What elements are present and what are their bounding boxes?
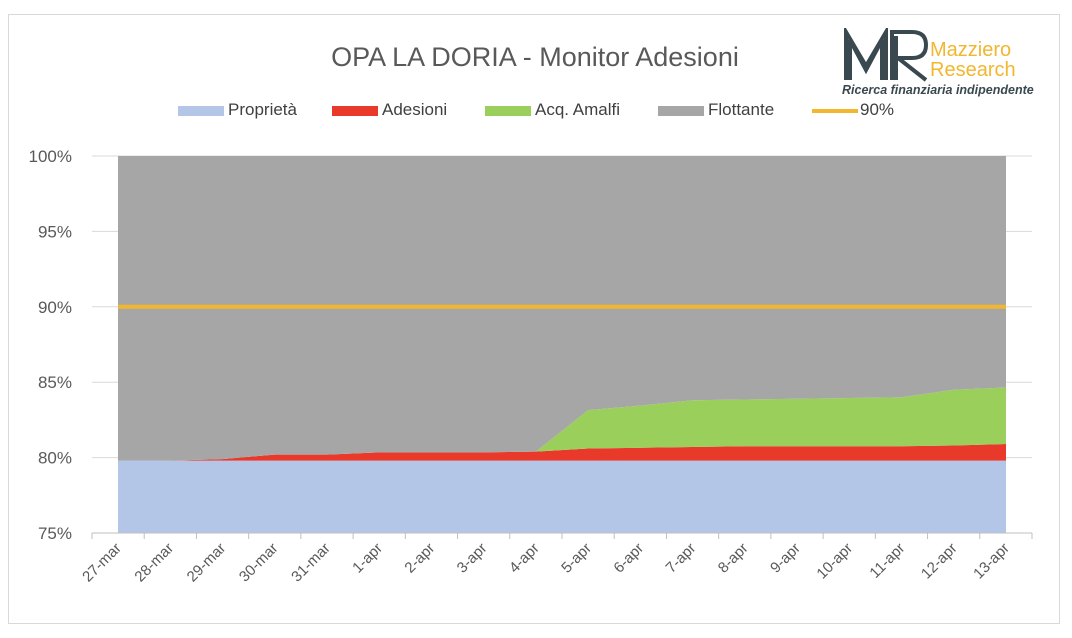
x-tick-label-1-apr: 1-apr (349, 540, 386, 577)
legend-label-flottante: Flottante (708, 100, 775, 119)
x-tick-label-2-apr: 2-apr (401, 540, 438, 577)
y-tick-label-85pct: 85% (38, 373, 72, 392)
x-tick-label-8-apr: 8-apr (715, 540, 752, 577)
legend-label-adesioni: Adesioni (382, 100, 448, 119)
y-tick-label-95pct: 95% (38, 222, 72, 241)
x-tick-label-29-mar: 29-mar (184, 540, 230, 586)
legend: Proprietà Adesioni Acq. Amalfi Flottante… (0, 98, 1072, 124)
x-tick-label-11-apr: 11-apr (866, 540, 908, 582)
logo: Mazziero Research Ricerca finanziaria in… (842, 28, 1042, 98)
x-tick-label-4-apr: 4-apr (506, 540, 543, 577)
logo-text-mazziero: Mazziero (930, 39, 1012, 61)
logo-mark (844, 28, 929, 82)
x-tick-label-12-apr: 12-apr (918, 540, 961, 583)
legend-swatch-proprieta (178, 106, 224, 116)
x-tick-label-30-mar: 30-mar (236, 540, 282, 586)
x-tick-label-10-apr: 10-apr (813, 540, 856, 583)
x-tick-label-5-apr: 5-apr (558, 540, 595, 577)
y-tick-label-100pct: 100% (29, 147, 72, 166)
x-tick-label-27-mar: 27-mar (79, 540, 125, 586)
area-series-0 (118, 460, 1006, 533)
x-tick-label-28-mar: 28-mar (131, 540, 177, 586)
x-tick-label-6-apr: 6-apr (610, 540, 647, 577)
x-tick-label-9-apr: 9-apr (767, 540, 804, 577)
x-tick-label-13-apr: 13-apr (970, 540, 1013, 583)
legend-label-proprieta: Proprietà (228, 100, 297, 119)
chart-title: OPA LA DORIA - Monitor Adesioni (0, 42, 1072, 73)
area-series-2 (118, 387, 1006, 461)
legend-swatch-adesioni (332, 106, 378, 116)
y-tick-label-90pct: 90% (38, 298, 72, 317)
legend-swatch-acq-amalfi (485, 106, 531, 116)
logo-text-research: Research (930, 59, 1016, 81)
y-tick-label-75pct: 75% (38, 524, 72, 543)
y-tick-label-80pct: 80% (38, 449, 72, 468)
logo-tagline: Ricerca finanziaria indipendente (842, 83, 1034, 97)
legend-label-90: 90% (860, 100, 895, 119)
legend-label-acq-amalfi: Acq. Amalfi (535, 100, 621, 119)
area-series-1 (118, 444, 1006, 461)
legend-swatch-90 (812, 109, 858, 113)
legend-swatch-flottante (658, 106, 704, 116)
chart-title-text: OPA LA DORIA - Monitor Adesioni (331, 42, 739, 72)
x-tick-label-3-apr: 3-apr (454, 540, 491, 577)
x-tick-label-7-apr: 7-apr (663, 540, 700, 577)
x-tick-label-31-mar: 31-mar (288, 540, 334, 586)
